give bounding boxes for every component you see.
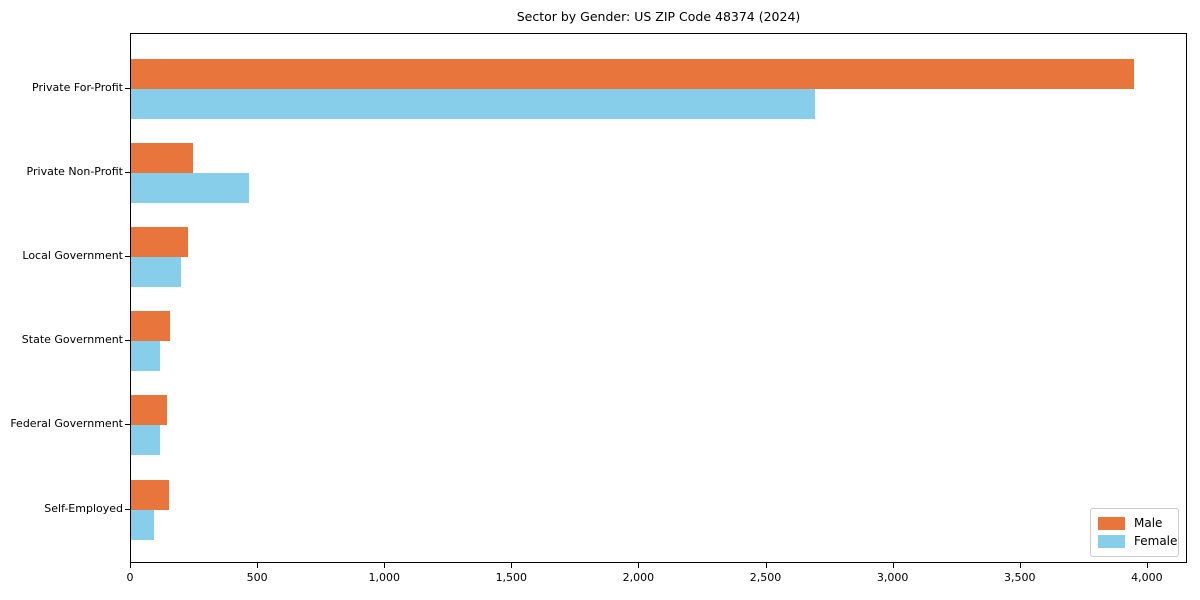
y-tick-mark-0 <box>125 87 130 89</box>
legend-label-male: Male <box>1134 516 1163 530</box>
plot-area <box>130 33 1187 563</box>
y-axis-label-3: State Government <box>21 333 123 347</box>
legend-entry-female: Female <box>1098 535 1177 548</box>
x-tick-mark-4 <box>638 563 640 568</box>
y-axis-label-0: Private For-Profit <box>32 80 123 94</box>
bar-male-2 <box>131 226 188 257</box>
x-tick-mark-8 <box>1146 563 1148 568</box>
x-axis-label-4: 2,000 <box>622 571 655 584</box>
y-tick-mark-2 <box>125 255 130 257</box>
x-tick-mark-3 <box>511 563 513 568</box>
x-axis-label-3: 1,500 <box>495 571 528 584</box>
x-axis-label-6: 3,000 <box>876 571 909 584</box>
y-tick-mark-5 <box>125 508 130 510</box>
x-tick-mark-1 <box>257 563 259 568</box>
x-tick-mark-6 <box>892 563 894 568</box>
y-axis-label-2: Local Government <box>22 248 123 262</box>
bar-female-3 <box>131 341 160 372</box>
bar-female-0 <box>131 88 815 119</box>
x-tick-mark-5 <box>765 563 767 568</box>
chart-title: Sector by Gender: US ZIP Code 48374 (202… <box>516 9 801 24</box>
y-axis-label-4: Federal Government <box>10 417 123 431</box>
x-tick-mark-0 <box>130 563 131 568</box>
bar-female-4 <box>131 425 160 456</box>
x-axis-label-2: 1,000 <box>368 571 400 584</box>
x-axis-label-1: 500 <box>246 571 268 584</box>
legend-label-female: Female <box>1134 534 1178 548</box>
bar-male-0 <box>131 58 1134 89</box>
legend-swatch-male-icon <box>1098 517 1125 530</box>
x-tick-mark-7 <box>1019 563 1021 568</box>
legend-entry-male: Male <box>1098 517 1171 530</box>
bar-male-4 <box>131 395 167 426</box>
bar-female-2 <box>131 256 181 287</box>
legend: Male Female <box>1090 508 1179 557</box>
x-tick-mark-2 <box>384 563 386 568</box>
bar-male-5 <box>131 479 169 510</box>
bar-female-5 <box>131 509 154 540</box>
y-axis-label-1: Private Non-Profit <box>26 164 123 178</box>
bar-male-1 <box>131 142 193 173</box>
x-axis-label-5: 2,500 <box>749 571 782 584</box>
x-axis-label-0: 0 <box>126 571 134 584</box>
y-tick-mark-4 <box>125 424 130 426</box>
x-axis-label-8: 4,000 <box>1131 571 1163 584</box>
x-axis-label-7: 3,500 <box>1003 571 1036 584</box>
legend-swatch-female-icon <box>1098 535 1125 548</box>
y-tick-mark-3 <box>125 340 130 342</box>
y-axis-label-5: Self-Employed <box>44 501 123 515</box>
bar-male-3 <box>131 311 170 342</box>
bar-female-1 <box>131 172 249 203</box>
y-tick-mark-1 <box>125 171 130 173</box>
